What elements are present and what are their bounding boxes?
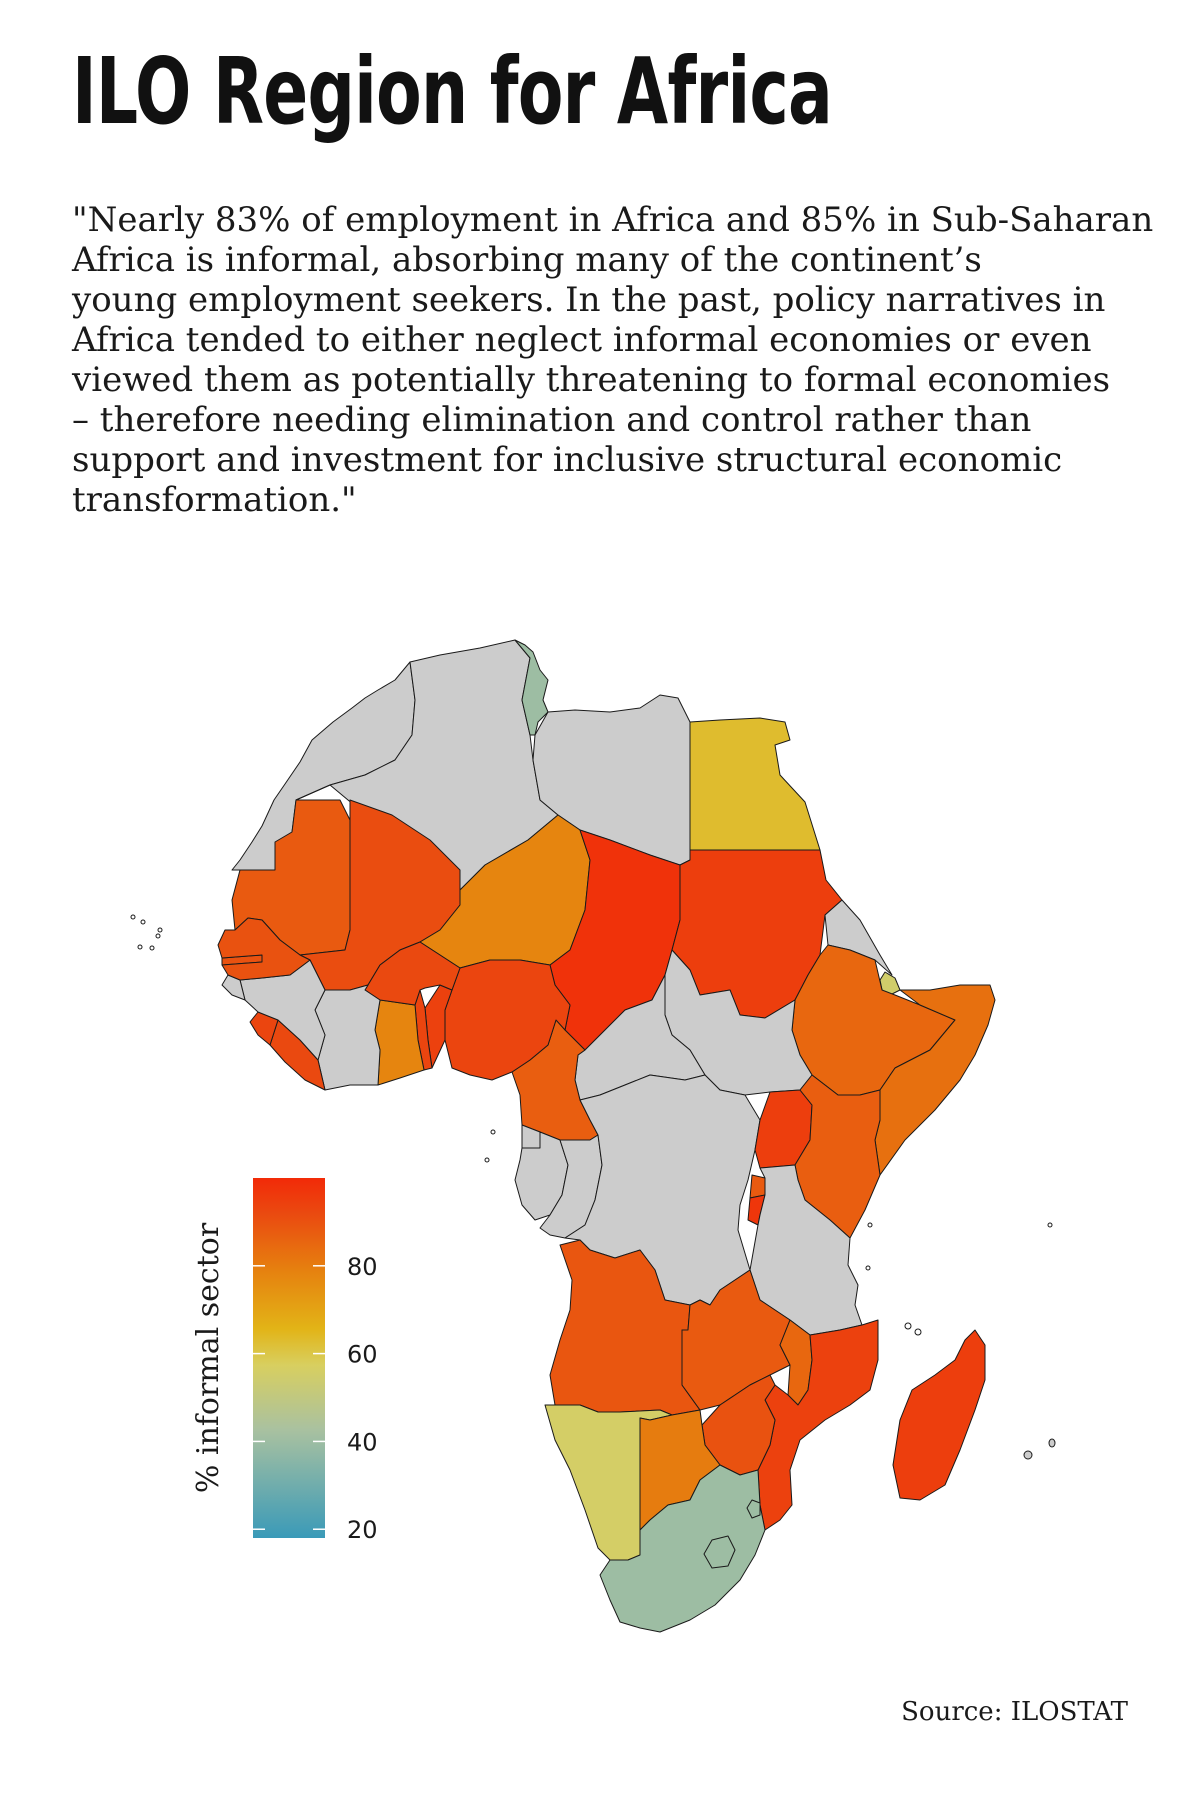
island-marker xyxy=(484,1157,490,1163)
legend: 80 60 40 20 % informal sector xyxy=(191,1178,378,1544)
legend-tick-label: 60 xyxy=(347,1341,378,1369)
country-south-africa xyxy=(599,1464,766,1633)
country-egypt xyxy=(689,717,821,851)
island-reunion xyxy=(1023,1450,1033,1460)
island-marker xyxy=(904,1322,912,1330)
island-marker xyxy=(865,1265,871,1271)
quote-text: "Nearly 83% of employment in Africa and … xyxy=(72,200,1154,520)
quote-line: – therefore needing elimination and cont… xyxy=(72,400,1032,440)
country-madagascar xyxy=(892,1329,986,1501)
island-marker xyxy=(1047,1222,1053,1228)
country-mozambique xyxy=(757,1319,879,1531)
quote-line: Africa is informal, absorbing many of th… xyxy=(72,240,982,280)
country-somalia xyxy=(874,984,996,1176)
quote-line: support and investment for inclusive str… xyxy=(72,440,1063,480)
country-senegal xyxy=(217,917,311,981)
source-note: Source: ILOSTAT xyxy=(901,1697,1128,1727)
country-eswatini xyxy=(746,1499,761,1519)
quote-line: young employment seekers. In the past, p… xyxy=(72,280,1106,320)
country-rwanda xyxy=(749,1174,766,1199)
quote-line: transformation." xyxy=(72,480,357,520)
quote-line: viewed them as potentially threatening t… xyxy=(72,360,1111,400)
island-marker xyxy=(155,933,161,939)
island-marker xyxy=(157,927,163,933)
island-marker xyxy=(914,1328,922,1336)
island-mauritius xyxy=(1048,1438,1056,1448)
legend-tick-label: 20 xyxy=(347,1516,378,1544)
legend-title: % informal sector xyxy=(191,1222,226,1493)
quote-line: Africa tended to either neglect informal… xyxy=(72,320,1092,360)
island-marker xyxy=(130,914,136,920)
island-marker xyxy=(149,945,155,951)
island-marker xyxy=(140,919,146,925)
legend-colorbar xyxy=(253,1178,325,1538)
page-title: ILO Region for Africa xyxy=(72,38,833,145)
country-lesotho xyxy=(703,1535,736,1569)
quote-line: "Nearly 83% of employment in Africa and … xyxy=(72,200,1154,240)
legend-tick-label: 80 xyxy=(347,1253,378,1281)
island-marker xyxy=(137,944,143,950)
legend-tick-label: 40 xyxy=(347,1428,378,1456)
island-marker xyxy=(490,1129,496,1135)
island-marker xyxy=(867,1222,873,1228)
